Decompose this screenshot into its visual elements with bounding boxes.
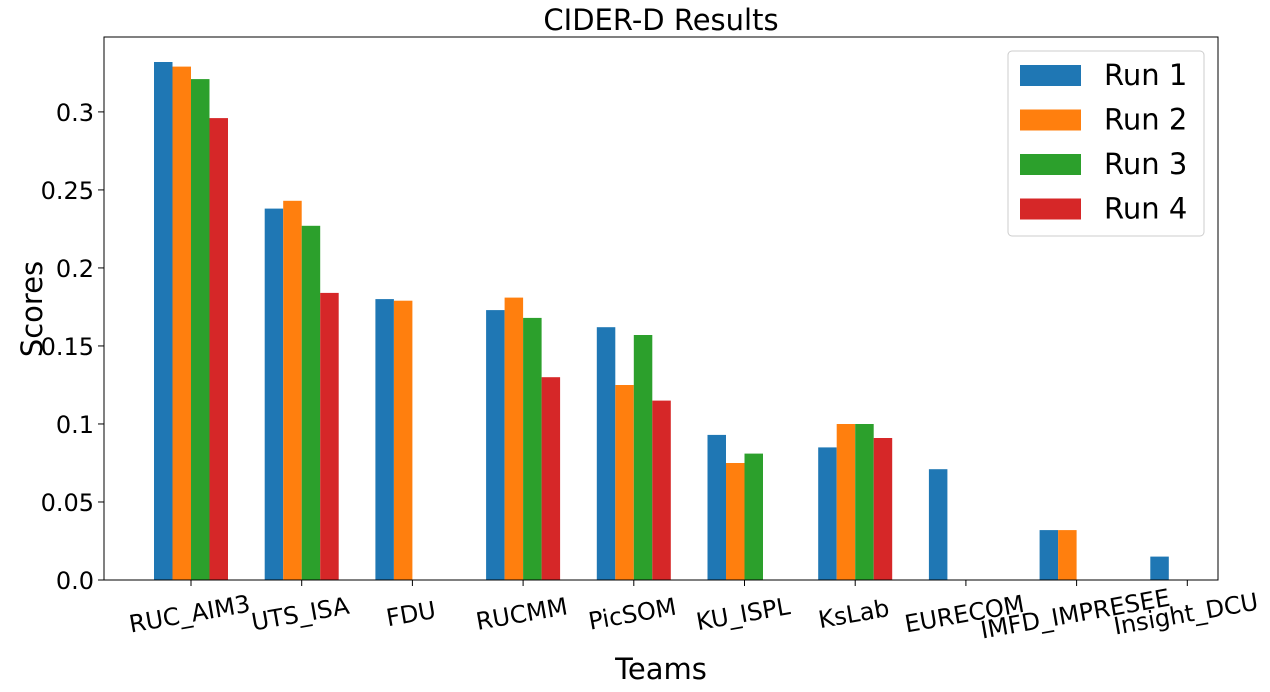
y-tick-label: 0.25: [41, 177, 94, 205]
legend-swatch-run-2: [1020, 109, 1081, 131]
bar-kslab-run-2: [836, 424, 856, 580]
bar-picsom-run-1: [596, 327, 616, 580]
bar-fdu-run-1: [375, 299, 394, 580]
bar-rucmm-run-3: [523, 317, 542, 580]
y-tick-label: 0.15: [41, 333, 94, 361]
bar-picsom-run-3: [633, 335, 653, 580]
bar-kslab-run-1: [818, 447, 837, 580]
legend-label-run-3: Run 3: [1104, 147, 1187, 181]
bar-fdu-run-2: [393, 300, 413, 580]
y-axis-label: Scores: [15, 261, 49, 357]
bar-ku_ispl-run-2: [726, 463, 745, 580]
plot-frame: [103, 36, 1219, 581]
bar-eurecom-run-1: [928, 469, 948, 580]
x-tick-label: PicSOM: [586, 593, 678, 636]
legend-swatch-run-1: [1020, 65, 1081, 86]
bar-uts_isa-run-4: [320, 292, 339, 580]
bar-rucmm-run-2: [504, 297, 524, 580]
y-tick-label: 0.2: [56, 255, 94, 283]
bar-ruc_aim3-run-3: [191, 79, 210, 580]
x-tick-label: KU_ISPL: [694, 592, 793, 636]
legend-swatch-run-4: [1020, 198, 1081, 220]
legend-swatch-run-3: [1020, 154, 1081, 175]
bar-rucmm-run-4: [541, 377, 561, 580]
bar-uts_isa-run-1: [264, 208, 284, 580]
legend: Run 1 Run 2 Run 3 Run 4: [1007, 50, 1205, 237]
y-tick-label: 0.05: [41, 489, 94, 517]
bars-group: [154, 62, 1169, 581]
bar-kslab-run-3: [855, 424, 874, 580]
bar-picsom-run-2: [615, 385, 634, 580]
bar-uts_isa-run-2: [283, 200, 302, 581]
chart-title: CIDER-D Results: [543, 3, 778, 37]
bar-ku_ispl-run-3: [744, 453, 763, 580]
bar-imfd_impresee-run-2: [1058, 530, 1077, 580]
y-axis-ticks: 0.0 0.05 0.1 0.15 0.2 0.25 0.3: [41, 99, 104, 595]
y-tick-label: 0.1: [56, 411, 94, 439]
y-tick-label: 0.3: [56, 99, 94, 127]
legend-frame: [1007, 50, 1205, 237]
x-axis-label: Teams: [614, 652, 707, 686]
y-tick-label: 0.0: [56, 567, 94, 595]
x-tick-label: UTS_ISA: [249, 592, 352, 637]
bar-rucmm-run-1: [486, 310, 505, 580]
x-tick-label: RUC_AIM3: [127, 590, 252, 639]
bar-picsom-run-4: [652, 400, 671, 580]
bar-kslab-run-4: [873, 438, 893, 580]
bar-uts_isa-run-3: [301, 225, 321, 581]
x-tick-label: KsLab: [816, 594, 891, 634]
bar-insight_dcu-run-1: [1150, 556, 1169, 580]
bar-ku_ispl-run-1: [707, 434, 726, 580]
x-tick-label: FDU: [384, 596, 438, 632]
bar-imfd_impresee-run-1: [1039, 530, 1059, 580]
bar-ruc_aim3-run-4: [209, 118, 228, 580]
legend-label-run-2: Run 2: [1104, 103, 1187, 137]
bar-ruc_aim3-run-2: [172, 66, 191, 581]
bar-ruc_aim3-run-1: [154, 62, 173, 580]
x-tick-label: RUCMM: [474, 592, 570, 636]
legend-label-run-4: Run 4: [1104, 192, 1187, 226]
legend-label-run-1: Run 1: [1104, 58, 1187, 92]
